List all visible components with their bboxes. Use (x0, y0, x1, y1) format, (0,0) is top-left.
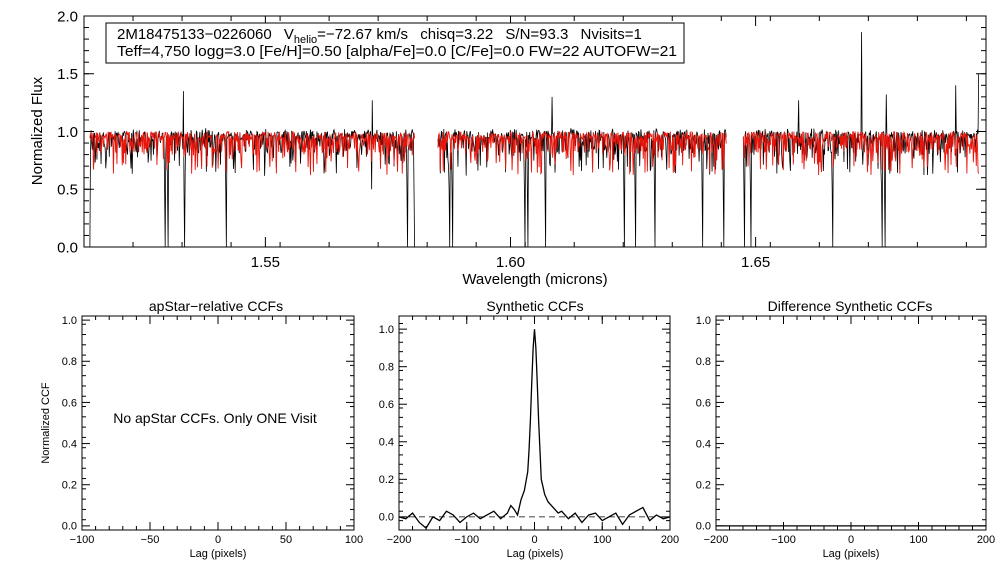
apstar-ccf-ticks: −100 −50 0 50 100 0.0 0.2 0.4 0.6 0.8 1.0 (62, 315, 363, 546)
model-spectrum-line (742, 131, 980, 176)
x-tick-label: 1.55 (251, 254, 280, 271)
x-tick-label: 100 (593, 534, 611, 546)
x-tick-label: 100 (345, 534, 363, 546)
model-spectrum-line (89, 130, 416, 176)
y-tick-label: 0.4 (379, 437, 394, 449)
y-tick-label: 0.5 (57, 182, 78, 199)
y-tick-label: 0.0 (379, 512, 394, 524)
spectrum-info-box: 2M18475133−0226060 Vhelio=−72.67 km/s ch… (105, 22, 685, 64)
synthetic-ccf-axes-frame (398, 315, 671, 531)
x-tick-label: 50 (280, 534, 292, 546)
info-box-frame (105, 22, 685, 64)
spectrum-ylabel: Normalized Flux (29, 76, 46, 185)
spectrum-panel: 1.55 1.60 1.65 0.0 0.5 1.0 1.5 2.0 2M18475133−0… (29, 8, 987, 288)
observed-spectrum-line (437, 96, 727, 247)
y-tick-label: 1.5 (57, 66, 78, 83)
star-id: 2M18475133−0226060 (117, 26, 272, 43)
chisq: chisq=3.22 (420, 26, 493, 43)
x-tick-label: 1.60 (496, 254, 525, 271)
synthetic-ccf-title: Synthetic CCFs (486, 298, 583, 314)
apstar-ccf-xlabel: Lag (pixels) (190, 548, 247, 560)
synthetic-ccf-xlabel: Lag (pixels) (507, 548, 564, 560)
y-tick-label: 0.4 (62, 438, 77, 450)
vhelio-subscript: helio (294, 34, 317, 46)
y-tick-label: 1.0 (379, 324, 394, 336)
difference-ccf-axes-frame (715, 315, 987, 531)
spectrum-traces (89, 32, 980, 247)
y-tick-label: 0.0 (62, 521, 77, 533)
vhelio-value: =−72.67 km/s (317, 26, 408, 43)
x-tick-label: −200 (387, 534, 412, 546)
x-tick-label: 100 (909, 534, 927, 546)
x-tick-label: 1.65 (741, 254, 770, 271)
y-tick-label: 0.4 (696, 438, 711, 450)
spectrum-ticks: 1.55 1.60 1.65 0.0 0.5 1.0 1.5 2.0 (57, 8, 986, 271)
x-tick-label: −50 (141, 534, 160, 546)
x-tick-label: 0 (848, 534, 854, 546)
synthetic-ccf-ticks: −200 −100 0 100 200 0.0 0.2 0.4 0.6 0.8 1.0 (379, 316, 679, 546)
y-tick-label: 0.6 (696, 397, 711, 409)
synthetic-ccf-panel: Synthetic CCFs −200 −100 0 100 200 0.0 0.2 0.4 0… (379, 298, 679, 560)
y-tick-label: 0.8 (379, 362, 394, 374)
nvisits: Nvisits=1 (581, 26, 642, 43)
synthetic-ccf-line (398, 329, 671, 530)
y-tick-label: 0.6 (62, 397, 77, 409)
y-tick-label: 0.6 (379, 399, 394, 411)
signal-to-noise: S/N=93.3 (505, 26, 568, 43)
difference-ccf-panel: Difference Synthetic CCFs −200 −100 0 100 20… (696, 298, 995, 560)
y-tick-label: 1.0 (62, 315, 77, 327)
x-tick-label: −100 (771, 534, 796, 546)
x-tick-label: −100 (454, 534, 479, 546)
y-tick-label: 0.8 (62, 356, 77, 368)
apstar-ccf-message: No apStar CCFs. Only ONE Visit (113, 410, 317, 426)
apstar-ccf-panel: apStar−relative CCFs −100 −50 0 50 100 0.0 0.2… (40, 298, 363, 560)
y-tick-label: 0.2 (62, 480, 77, 492)
synthetic-ccf-traces (398, 329, 671, 530)
x-tick-label: 200 (661, 534, 679, 546)
spectrum-xlabel: Wavelength (microns) (462, 271, 607, 288)
model-spectrum-line (437, 130, 727, 176)
y-tick-label: 0.8 (696, 356, 711, 368)
observed-spectrum-line (89, 91, 415, 247)
y-tick-label: 0.2 (379, 474, 394, 486)
difference-ccf-ticks: −200 −100 0 100 200 0.0 0.2 0.4 0.6 0.8 1.0 (696, 315, 995, 546)
y-tick-label: 1.0 (57, 124, 78, 141)
x-tick-label: −200 (704, 534, 729, 546)
x-tick-label: 0 (531, 534, 537, 546)
apstar-ccf-ylabel: Normalized CCF (40, 382, 52, 464)
vhelio-prefix: V (284, 26, 294, 43)
info-line-1: 2M18475133−0226060 Vhelio=−72.67 km/s ch… (117, 26, 642, 46)
difference-ccf-title: Difference Synthetic CCFs (768, 298, 933, 314)
x-tick-label: 0 (215, 534, 221, 546)
y-tick-label: 0.2 (696, 480, 711, 492)
apstar-ccf-title: apStar−relative CCFs (149, 298, 283, 314)
x-tick-label: 200 (977, 534, 995, 546)
y-tick-label: 0.0 (696, 521, 711, 533)
info-line-2: Teff=4,750 logg=3.0 [Fe/H]=0.50 [alpha/F… (117, 43, 677, 60)
y-tick-label: 1.0 (696, 315, 711, 327)
y-tick-label: 0.0 (57, 239, 78, 256)
y-tick-label: 2.0 (57, 8, 78, 25)
difference-ccf-xlabel: Lag (pixels) (823, 548, 880, 560)
x-tick-label: −100 (70, 534, 95, 546)
